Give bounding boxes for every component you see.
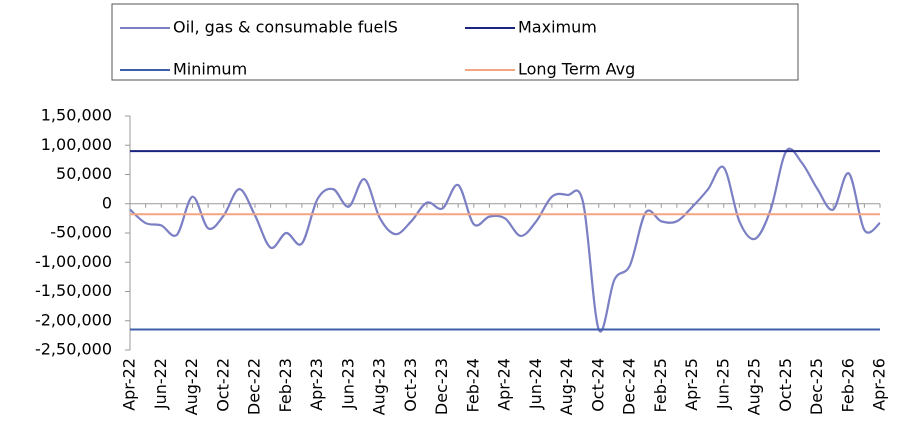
y-tick-label: 1,00,000 [41,135,112,154]
x-tick-label: Dec-23 [432,358,451,415]
x-tick-label: Jun-24 [526,358,545,410]
x-tick-label: Feb-25 [651,358,670,412]
x-tick-label: Aug-23 [370,358,389,415]
data-line [129,147,881,333]
y-tick-label: 1,50,000 [41,106,112,125]
x-tick-label: Oct-25 [776,358,795,412]
y-tick-label: 0 [102,193,112,212]
x-tick-label: Apr-24 [495,358,514,411]
x-tick-label: Jun-23 [338,358,357,410]
x-tick-label: Apr-25 [682,358,701,411]
y-tick-label: -50,000 [50,223,112,242]
legend-label: Oil, gas & consumable fuelS [173,18,398,37]
legend-box [111,3,799,81]
y-tick-label: 50,000 [56,164,112,183]
x-tick-label: Apr-23 [307,358,326,411]
x-tick-label: Dec-25 [807,358,826,415]
y-tick-label: -1,50,000 [35,281,112,300]
y-tick-label: -1,00,000 [35,252,112,271]
x-tick-label: Jun-25 [713,358,732,410]
x-tick-label: Aug-24 [557,358,576,415]
x-tick-label: Dec-24 [620,358,639,415]
x-tick-label: Apr-22 [120,358,139,411]
x-tick-label: Oct-24 [588,358,607,412]
x-tick-label: Aug-22 [182,358,201,415]
x-tick-label: Dec-22 [245,358,264,415]
y-tick-label: -2,50,000 [35,340,112,359]
x-tick-label: Oct-23 [401,358,420,412]
y-tick-label: -2,00,000 [35,310,112,329]
x-tick-label: Jun-22 [151,358,170,410]
x-tick-label: Aug-25 [745,358,764,415]
x-tick-label: Feb-24 [463,358,482,412]
legend-label: Minimum [173,60,247,79]
x-tick-label: Feb-23 [276,358,295,412]
x-tick-label: Apr-26 [870,358,889,411]
legend-label: Long Term Avg [518,60,635,79]
legend-label: Maximum [518,18,597,37]
x-tick-label: Feb-26 [838,358,857,412]
x-tick-label: Oct-22 [213,358,232,412]
